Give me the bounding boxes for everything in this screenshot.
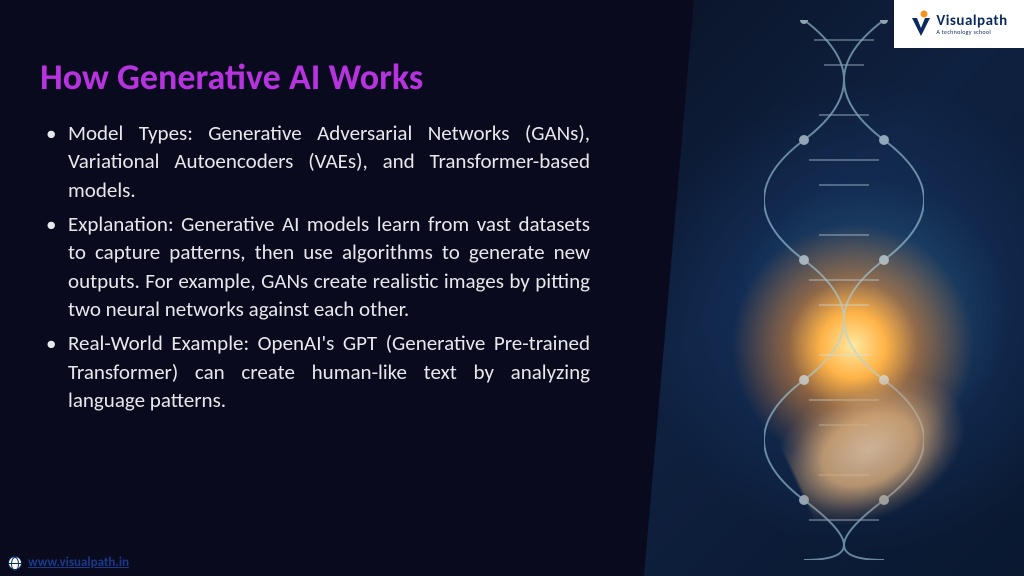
- logo-v-icon: [910, 10, 932, 38]
- logo-tagline: A technology school: [936, 29, 1007, 35]
- bullet-item: Real-World Example: OpenAI's GPT (Genera…: [40, 329, 590, 414]
- bullet-item: Explanation: Generative AI models learn …: [40, 210, 590, 323]
- website-link[interactable]: www.visualpath.in: [28, 555, 129, 570]
- decorative-image-panel: [644, 0, 1024, 576]
- bullet-list: Model Types: Generative Adversarial Netw…: [40, 119, 590, 414]
- bullet-item: Model Types: Generative Adversarial Netw…: [40, 119, 590, 204]
- logo-text-wrap: Visualpath A technology school: [936, 14, 1007, 35]
- slide-title: How Generative AI Works: [40, 55, 590, 99]
- footer: www.visualpath.in: [8, 555, 129, 570]
- content-area: How Generative AI Works Model Types: Gen…: [0, 0, 620, 576]
- globe-icon: [8, 556, 22, 570]
- logo-text: Visualpath: [936, 14, 1007, 29]
- slide-container: How Generative AI Works Model Types: Gen…: [0, 0, 1024, 576]
- brand-logo: Visualpath A technology school: [894, 0, 1024, 48]
